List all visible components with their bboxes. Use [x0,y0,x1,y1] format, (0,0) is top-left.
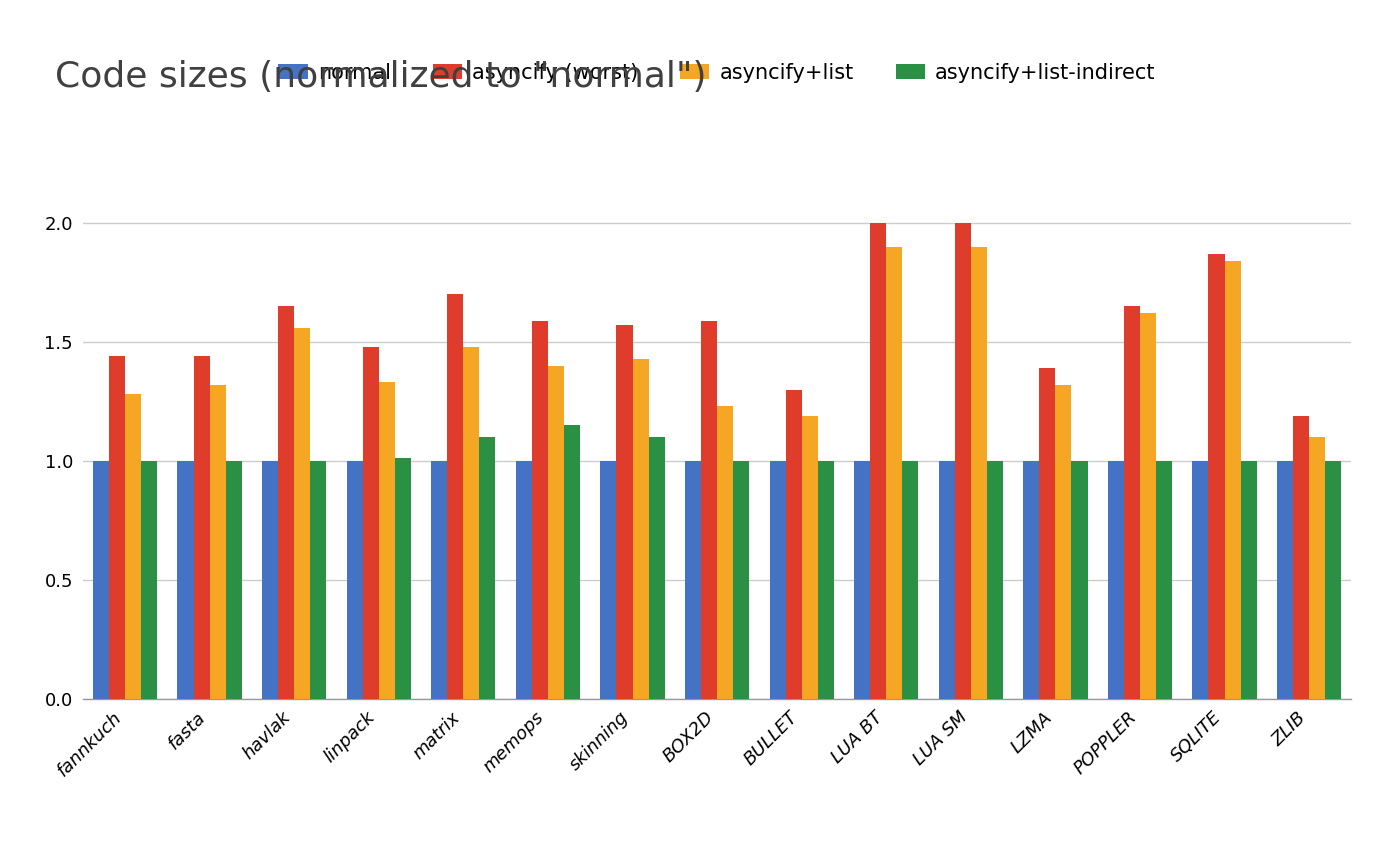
Bar [1023,461,1040,699]
Bar [394,458,411,699]
Bar [1294,416,1309,699]
Bar [600,461,616,699]
Bar [616,325,633,699]
Bar [701,320,717,699]
Bar [801,416,818,699]
Bar [1055,385,1071,699]
Bar [1124,307,1140,699]
Bar [1140,314,1156,699]
Bar [178,461,193,699]
Bar [1107,461,1124,699]
Bar [1241,461,1256,699]
Bar [633,359,648,699]
Bar [532,320,547,699]
Bar [1156,461,1172,699]
Bar [294,328,310,699]
Bar [346,461,363,699]
Text: Code sizes (normalized to "normal"): Code sizes (normalized to "normal") [55,60,706,94]
Bar [226,461,241,699]
Bar [547,366,564,699]
Bar [1193,461,1208,699]
Bar [954,223,971,699]
Bar [279,307,294,699]
Bar [870,223,887,699]
Bar [971,247,987,699]
Bar [92,461,109,699]
Bar [1071,461,1088,699]
Bar [516,461,532,699]
Bar [193,356,210,699]
Bar [1208,254,1225,699]
Bar [1325,461,1342,699]
Bar [1277,461,1294,699]
Bar [854,461,870,699]
Bar [818,461,834,699]
Bar [109,356,125,699]
Bar [262,461,279,699]
Bar [310,461,327,699]
Bar [1040,368,1055,699]
Bar [717,406,734,699]
Bar [141,461,157,699]
Legend: normal, asyncify (worst), asyncify+list, asyncify+list-indirect: normal, asyncify (worst), asyncify+list,… [270,55,1164,91]
Bar [432,461,447,699]
Bar [1309,437,1325,699]
Bar [363,347,379,699]
Bar [463,347,480,699]
Bar [769,461,786,699]
Bar [648,437,665,699]
Bar [902,461,918,699]
Bar [734,461,749,699]
Bar [379,383,394,699]
Bar [480,437,495,699]
Bar [125,394,141,699]
Bar [1225,262,1241,699]
Bar [447,295,463,699]
Bar [685,461,701,699]
Bar [786,389,801,699]
Bar [210,385,226,699]
Bar [564,425,581,699]
Bar [939,461,954,699]
Bar [887,247,902,699]
Bar [987,461,1003,699]
